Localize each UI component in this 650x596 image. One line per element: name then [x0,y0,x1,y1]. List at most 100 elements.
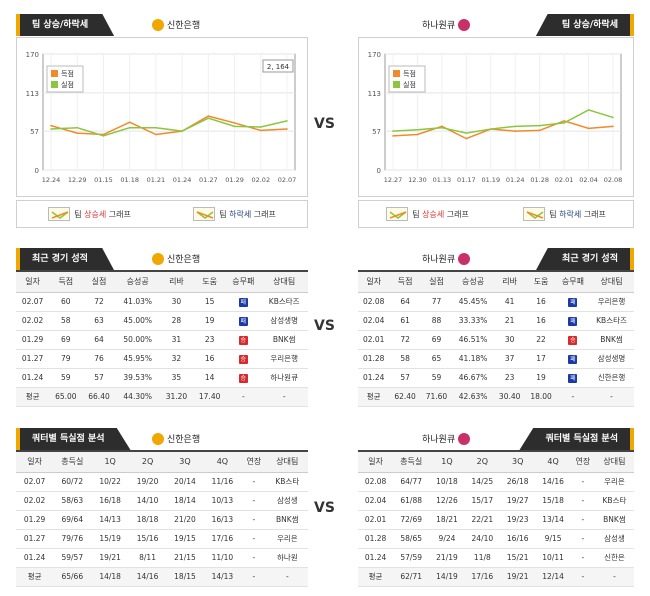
away-team-name: 하나원큐 [422,255,456,265]
home-quarter-header: 쿼터별 득실점 분석 신한은행 [16,428,308,450]
x-tick-label: 01.17 [457,176,476,184]
column-header: 상대팀 [266,452,308,473]
table-cell: 01.29 [16,510,54,530]
table-row: 02.04 61/88 12/26 15/17 19/27 15/18- KB스타 [358,491,634,511]
table-cell: 02.08 [358,472,394,492]
table-cell: 14/16 [535,472,571,492]
data-point [155,133,157,136]
table-cell: 16 [193,349,227,369]
table-cell: 23 [493,368,526,388]
table-cell: - [570,567,595,587]
column-header: 일자 [358,272,390,293]
data-point [259,126,262,128]
home-team-label-3: 신한은행 [152,432,200,445]
table-cell: 01.28 [358,349,390,369]
data-point [563,120,565,122]
table-cell: 41.03% [115,292,160,312]
data-point [259,129,262,132]
column-header: 상대팀 [594,452,634,473]
x-tick-label: 01.24 [506,176,525,184]
away-trend-panel: 하나원큐 팀 상승/하락세 [342,14,634,36]
table-cell: - [570,491,595,511]
table-cell: 16 [525,292,557,312]
away-recent-header: 하나원큐 최근 경기 성적 [342,248,634,270]
table-cell: - [570,510,595,530]
down-graph-legend-away: 팀 하락세 그래프 [523,207,606,221]
column-header: 3Q [166,452,204,473]
result-cell: 패 [226,311,261,331]
x-tick-label: 01.19 [481,176,500,184]
table-cell: 24/10 [464,529,501,549]
legend-label: 실점 [61,80,74,89]
table-row: 02.07 60/72 10/22 19/20 20/14 11/16- KB스타 [16,472,308,492]
up-graph-icon [386,207,409,221]
table-cell: 16/18 [91,491,129,511]
table-cell: 65 [420,349,453,369]
table-cell: 59 [49,368,83,388]
table-cell: 삼성생명 [589,349,634,369]
away-team-label: 하나원큐 [422,18,471,31]
table-cell: 02.01 [358,510,394,530]
table-cell: 61/88 [393,491,430,511]
result-badge: 패 [568,354,578,364]
table-cell: 12/14 [535,567,571,587]
column-header: 4Q [203,452,242,473]
table-cell: 평균 [358,387,390,407]
table-cell: 16/16 [500,529,536,549]
table-cell: 19/21 [91,548,129,568]
result-badge: 승 [238,354,248,364]
table-cell: 79/76 [53,529,92,549]
table-row: 01.28 58 65 41.18% 37 17 패 삼성생명 [358,349,634,369]
table-cell: 17.40 [193,387,227,407]
table-cell: 66.40 [82,387,116,407]
table-row: 01.27 79/76 15/19 15/16 19/15 17/16- 우리은 [16,529,308,549]
table-cell: 79 [49,349,83,369]
data-point [392,135,394,137]
table-cell: 64/77 [393,472,430,492]
table-cell: 평균 [16,387,50,407]
table-cell: 72 [389,330,421,350]
table-row: 02.07 60 72 41.03% 30 15 패 KB스타즈 [16,292,308,312]
vs-label-trend: VS [314,116,335,132]
data-point [441,125,443,128]
home-recent-table: 일자 득점 실점 승성공 리바 도움 승무패 상대팀 02.07 60 72 41.03% 30 15 패 K… [16,270,308,407]
column-header: 리바 [493,272,526,293]
home-recent-header: 최근 경기 성적 신한은행 [16,248,308,270]
table-cell: 64 [389,292,421,312]
home-team-label: 신한은행 [152,18,200,31]
vs-label-recent: VS [314,318,335,334]
result-badge: 패 [238,297,248,307]
data-point [465,137,468,140]
table-cell: 58 [389,349,421,369]
table-cell: - [589,387,634,407]
table-cell: 39.53% [115,368,160,388]
data-point [76,132,79,134]
table-row: 01.28 58/65 9/24 24/10 16/16 9/15- 삼성생 [358,529,634,549]
table-cell: 19 [193,311,227,331]
x-tick-label: 01.21 [147,176,166,184]
table-cell: 01.27 [16,529,54,549]
table-cell: 12/26 [429,491,465,511]
table-cell: 63 [82,311,116,331]
table-row: 01.24 57 59 46.67% 23 19 패 신한은행 [358,368,634,388]
column-header: 1Q [429,452,465,473]
table-cell: 72 [82,292,116,312]
table-cell: - [594,567,634,587]
table-cell: 01.29 [16,330,50,350]
shinhan-logo-icon [152,18,164,31]
home-team-name: 신한은행 [167,255,201,265]
table-cell: 16 [525,311,557,331]
x-tick-label: 02.02 [251,176,270,184]
table-cell: 41.18% [452,349,494,369]
table-cell: 37 [493,349,526,369]
table-row: 01.24 57/59 21/19 11/8 15/21 10/11- 신한은 [358,548,634,568]
data-point [416,133,419,136]
table-cell: - [241,548,267,568]
data-point [207,115,210,117]
data-point [102,133,105,136]
table-cell: 02.04 [358,491,394,511]
table-cell: 42.63% [452,387,494,407]
table-cell: 46.51% [452,330,494,350]
x-tick-label: 01.24 [173,176,192,184]
x-tick-label: 01.28 [530,176,549,184]
